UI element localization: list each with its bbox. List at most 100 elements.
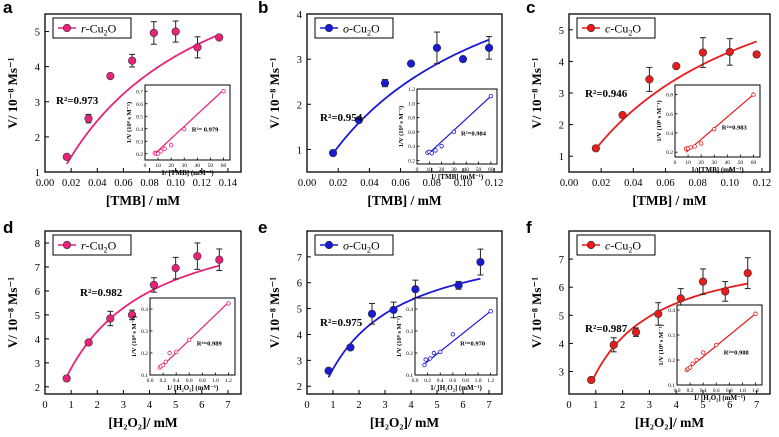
y-tick-label: 6: [35, 287, 40, 298]
inset-data-point: [687, 365, 693, 370]
y-tick-label: 3: [297, 356, 302, 367]
data-point: [587, 375, 596, 385]
data-point: [389, 305, 398, 315]
inset-data-point: [700, 350, 706, 355]
x-tick-label: 0.14: [219, 178, 238, 189]
y-tick-label: 3: [559, 368, 564, 379]
data-point: [721, 287, 730, 296]
plot-frame: [44, 13, 242, 173]
plot-frame: [306, 13, 503, 173]
data-point: [609, 340, 618, 349]
inset-y-tick-label: 0.2: [406, 351, 413, 357]
inset-x-tick-label: 30: [181, 163, 187, 169]
data-point: [215, 255, 224, 264]
inset-y-tick-label: 0.4: [141, 307, 148, 313]
data-point: [149, 280, 159, 290]
inset-data-point: [226, 301, 231, 306]
data-point: [62, 152, 71, 162]
y-tick-label: 3: [35, 98, 40, 109]
inset-x-tick-label: 10: [155, 163, 161, 169]
data-point: [328, 148, 338, 158]
inset-x-axis-label: 1/ [H₂O₂] (mM⁻¹): [167, 384, 219, 392]
inset-data-point: [488, 93, 494, 99]
x-tick-label: 0.10: [721, 178, 739, 189]
inset-data-point: [751, 92, 756, 97]
y-axis-label: V/ 10⁻⁸ Ms⁻¹: [267, 57, 282, 128]
inset-x-tick-label: 30: [451, 167, 457, 173]
y-axis-label: V/ 10⁻⁸ Ms⁻¹: [529, 57, 544, 128]
legend-label: o-Cu2O: [343, 22, 380, 38]
x-tick-label: 4: [147, 400, 153, 411]
inset-data-point: [423, 357, 428, 362]
r2-label: R²=0.982: [80, 287, 123, 299]
inset-data-point: [158, 149, 163, 154]
data-point: [631, 328, 641, 337]
inset-x-tick-label: 0.8: [726, 388, 733, 394]
data-point: [458, 55, 468, 64]
x-tick-label: 7: [486, 400, 491, 411]
data-point: [406, 59, 416, 68]
x-tick-label: 0.12: [485, 178, 503, 189]
inset-x-tick-label: 60: [488, 167, 494, 173]
x-tick-label: 0.04: [88, 178, 107, 189]
y-tick-label: 8: [35, 239, 40, 250]
inset-data-point: [182, 126, 187, 132]
inset-data-point: [422, 362, 427, 368]
inset-data-point: [451, 129, 457, 135]
inset-x-tick-label: 10: [427, 167, 433, 173]
legend-marker: [324, 23, 334, 33]
y-tick-label: 2: [559, 121, 564, 132]
y-tick-label: 7: [559, 255, 564, 266]
data-point: [171, 27, 180, 36]
inset-y-tick-label: 0.4: [136, 127, 143, 133]
inset-data-point: [187, 337, 192, 342]
inset-data-point: [168, 143, 174, 148]
inset-data-point: [155, 151, 161, 156]
x-tick-label: 5: [434, 400, 439, 411]
data-point: [380, 78, 390, 88]
inset-plot: 0 10 20 30 40 50 60 0.2 0.4 0.6 0.8 1/ [TMB] (mM⁻¹)…: [656, 84, 761, 174]
y-tick-label: 2: [35, 383, 40, 394]
inset-frame: [674, 84, 761, 158]
panel-f: f 0 1 2 3 4 5 6 7 3 4 5 6 7 [H₂O₂]/ mM V/ 10⁻⁸ Ms⁻¹ c-Cu…: [526, 218, 771, 430]
panel-letter: f: [526, 218, 532, 237]
inset-y-tick-label: 0.4: [668, 308, 675, 314]
x-tick-label: 0.08: [688, 178, 706, 189]
x-tick-label: 7: [754, 400, 759, 411]
r2-label: R²=0.975: [320, 317, 363, 329]
inset-x-tick-label: 1.0: [739, 388, 746, 394]
y-tick-label: 7: [35, 263, 40, 274]
inset-plot: 0 10 20 30 40 50 60 0.2 0.3 0.4 0.5 0.6 0.7 1/ [TMB] …: [126, 84, 231, 177]
y-tick-label: 4: [297, 330, 303, 341]
inset-y-tick-label: 0.2: [408, 158, 415, 164]
inset-y-axis-label: 1/V (10⁸ s M⁻¹): [658, 324, 665, 365]
x-tick-label: 0.08: [423, 178, 441, 189]
x-tick-label: 0.02: [62, 178, 80, 189]
data-point: [127, 310, 137, 319]
legend-label-main: -Cu: [86, 22, 104, 36]
inset-data-point: [167, 350, 172, 356]
inset-data-point: [450, 332, 456, 337]
legend-marker: [586, 23, 596, 33]
y-tick-label: 5: [35, 28, 40, 39]
x-tick-label: 0.06: [391, 178, 409, 189]
x-tick-label: 0.02: [592, 178, 610, 189]
plot-frame: [44, 230, 242, 395]
y-tick-label: 5: [559, 311, 564, 322]
x-tick-label: 0: [42, 400, 47, 411]
data-point: [484, 43, 494, 52]
inset-data-point: [163, 359, 168, 364]
inset-frame: [676, 304, 763, 386]
y-tick-label: 5: [35, 311, 40, 322]
inset-r2-label: R²=0.970: [460, 341, 485, 348]
plot-frame: [306, 230, 503, 395]
x-tick-label: 1: [69, 400, 74, 411]
y-tick-label: 1: [297, 145, 302, 156]
y-tick-label: 6: [559, 283, 564, 294]
x-tick-label: 0.06: [114, 178, 132, 189]
legend-label-sub: 2: [367, 246, 371, 255]
x-axis-label: [H₂O₂]/ mM: [370, 415, 439, 430]
inset-data-point: [162, 146, 167, 151]
y-tick-label: 4: [559, 339, 565, 350]
